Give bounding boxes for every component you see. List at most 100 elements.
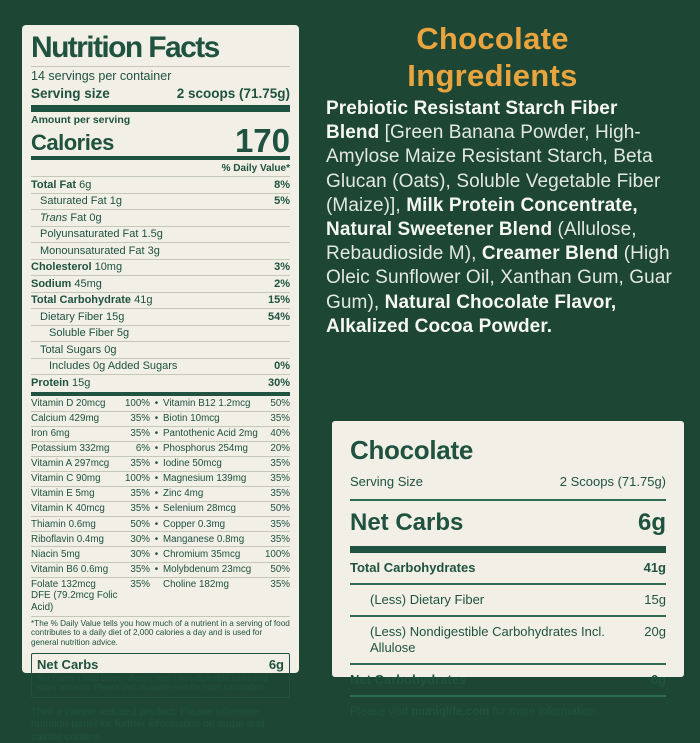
ingredients-title: Chocolate Ingredients (320, 20, 665, 94)
carb-row-name: Total Carbohydrates (350, 560, 476, 575)
dagger-footnote: †Not a calorie reduced product. Please r… (31, 705, 265, 743)
vitamin-name: Potassium 332mg (31, 443, 110, 455)
nutrient-daily-value: 30% (267, 376, 290, 389)
vitamin-name: Vitamin B12 1.2mcg (163, 397, 251, 409)
vitamin-daily-value: 35% (270, 458, 290, 470)
nutrient-row: Total Fat 6g 8% (31, 176, 290, 193)
nutrient-daily-value: 0% (274, 360, 290, 372)
nutrient-name: Monounsaturated Fat 3g (40, 244, 160, 257)
vitamin-name: Chromium 35mcg (163, 548, 241, 560)
divider (31, 66, 290, 67)
vitamin-name: Vitamin D 20mcg (31, 397, 106, 409)
carb-row: Total Carbohydrates 41g (350, 553, 666, 585)
vitamin-daily-value: 100% (124, 397, 150, 409)
ingredient-segment: Natural Chocolate Flavor, Alkalized Coco… (326, 291, 617, 337)
nutrient-name: Soluble Fiber 5g (49, 327, 130, 339)
vitamin-name: Iron 6mg (31, 427, 70, 439)
ingredients-title-line2: Ingredients (407, 58, 578, 93)
nutrient-row: Cholesterol 10mg 3% (31, 258, 290, 276)
vitamin-daily-value: 35% (270, 518, 290, 530)
bullet-separator: • (154, 397, 159, 409)
nutrient-name: Dietary Fiber 15g (40, 310, 125, 323)
vitamin-daily-value: 6% (135, 443, 150, 455)
net-carbs-box-value: 6g (268, 656, 284, 672)
nutrient-name: Saturated Fat 1g (40, 195, 122, 207)
vitamin-row: Riboflavin 0.4mg 30% • Manganese 0.8mg 35% (31, 531, 290, 546)
bullet-separator: • (154, 533, 159, 545)
bullet-separator: • (154, 518, 159, 530)
calories-row: Calories 170 (31, 122, 290, 159)
carb-row-value: 15g (644, 592, 666, 607)
carb-row-value: 6g (650, 672, 666, 687)
vitamin-daily-value: 35% (130, 427, 150, 439)
vitamin-daily-value: 20% (270, 443, 290, 455)
vitamin-row: Potassium 332mg 6% • Phosphorus 254mg 20% (31, 440, 290, 456)
nutrient-row: Polyunsaturated Fat 1.5g (31, 225, 290, 243)
ingredient-segment: (Allulose, Rebaudioside M), (326, 219, 637, 265)
panel-footer: Please visit muniqlife.com for more info… (350, 697, 666, 719)
nutrition-facts-title: Nutrition Facts (31, 31, 220, 64)
vitamin-name: Calcium 429mg (31, 412, 100, 424)
ingredient-segment: Creamer Blend (481, 243, 624, 265)
nutrient-daily-value: 5% (274, 195, 290, 207)
panel-serving-size-label: Serving Size (350, 474, 423, 489)
nutrient-row: Trans Fat 0g (31, 209, 290, 226)
nutrient-daily-value: 15% (267, 294, 290, 306)
vitamin-daily-value: 35% (270, 533, 290, 545)
vitamin-name: Magnesium 139mg (163, 473, 247, 485)
vitamin-name: Molybdenum 23mcg (163, 563, 252, 575)
vitamin-row: Vitamin A 297mcg 35% • Iodine 50mcg 35% (31, 455, 290, 471)
nutrient-name: Total Sugars 0g (40, 343, 117, 356)
vitamin-row: Vitamin B6 0.6mg 35% • Molybdenum 23mcg 50% (31, 561, 290, 577)
carb-row: Net Carbohydrates 6g (350, 665, 666, 697)
calories-value: 170 (234, 122, 290, 159)
vitamin-row: Folate 132mcg DFE (79.2mcg Folic Acid) 35… (31, 576, 290, 615)
ingredient-segment: Prebiotic Resistant Starch Fiber Blend (326, 98, 618, 144)
medium-bar (31, 156, 290, 160)
nutrient-row: Monounsaturated Fat 3g (31, 242, 290, 259)
vitamin-daily-value: 50% (270, 563, 290, 575)
bullet-separator: • (154, 443, 159, 455)
carb-row-name: (Less) Nondigestible Carbohydrates Incl.… (370, 624, 605, 655)
vitamin-daily-value: 35% (130, 563, 150, 575)
amount-per-serving-label: Amount per serving (31, 114, 131, 126)
nutrient-row: Total Sugars 0g (31, 341, 290, 358)
vitamin-row: Vitamin E 5mg 35% • Zinc 4mg 35% (31, 486, 290, 501)
calories-label: Calories (31, 130, 114, 155)
vitamin-daily-value: 30% (130, 548, 150, 560)
vitamin-daily-value: 100% (124, 473, 150, 485)
vitamin-row: Vitamin C 90mg 100% • Magnesium 139mg 35% (31, 470, 290, 486)
nutrient-row: Includes 0g Added Sugars 0% (31, 357, 290, 375)
vitamin-daily-value: 35% (270, 488, 290, 500)
carb-row-name: (Less) Dietary Fiber (370, 592, 485, 607)
vitamin-daily-value: 50% (130, 518, 150, 530)
vitamin-daily-value: 35% (130, 503, 150, 515)
vitamin-daily-value: 35% (270, 473, 290, 485)
vitamin-name: Phosphorus 254mg (163, 443, 248, 455)
nutrient-name: Trans Fat 0g (40, 211, 102, 224)
nutrient-row: Saturated Fat 1g 5% (31, 192, 290, 210)
nutrient-name: Includes 0g Added Sugars (49, 360, 178, 372)
footer-segment: Please visit (350, 706, 412, 718)
vitamin-daily-value: 35% (130, 578, 150, 590)
panel-net-carbs-label: Net Carbs (350, 509, 464, 536)
carb-row-value: 20g (644, 624, 666, 639)
net-carbs-box-note: Net Carbs = total carbs - dietary fiber … (37, 673, 268, 693)
vitamin-daily-value: 35% (270, 412, 290, 424)
net-carbs-box: Net Carbs 6g Net Carbs = total carbs - d… (31, 652, 290, 698)
vitamin-name: Niacin 5mg (31, 548, 81, 560)
daily-value-footnote: *The % Daily Value tells you how much of… (31, 615, 290, 648)
serving-size-label: Serving size (31, 86, 110, 101)
nutrient-name: Protein 15g (31, 376, 91, 389)
vitamin-name: Riboflavin 0.4mg (31, 533, 104, 545)
panel-serving-size-row: Serving Size 2 Scoops (71.75g) (350, 474, 666, 501)
panel-serving-size-value: 2 Scoops (71.75g) (559, 474, 666, 489)
nutrient-daily-value: 2% (274, 277, 290, 290)
vitamin-daily-value: 40% (270, 427, 290, 439)
nutrient-name: Polyunsaturated Fat 1.5g (40, 228, 163, 240)
vitamin-name: Pantothenic Acid 2mg (163, 427, 258, 439)
vitamin-name: Choline 182mg (163, 578, 229, 590)
vitamin-name: Iodine 50mcg (163, 458, 222, 470)
nutrient-row: Total Carbohydrate 41g 15% (31, 291, 290, 309)
vitamin-daily-value: 35% (270, 578, 290, 590)
